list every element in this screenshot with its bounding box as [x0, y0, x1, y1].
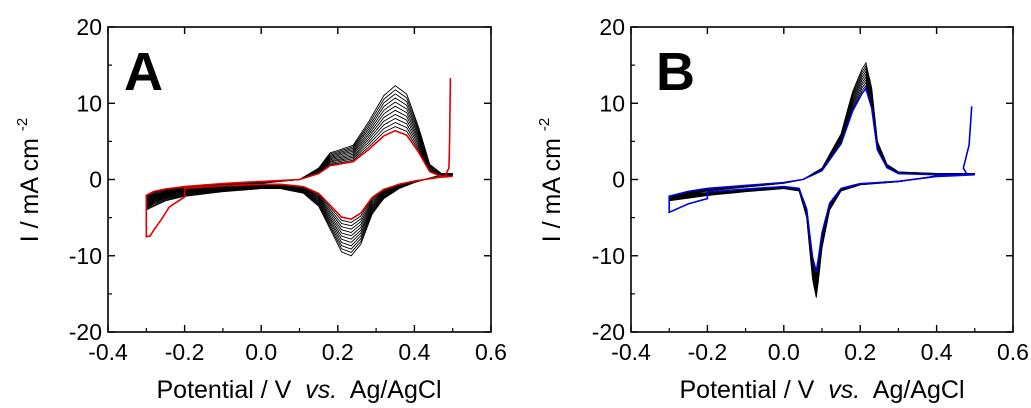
- y-axis-title-main-b: I / mA cm: [538, 138, 566, 242]
- ticks-b: -0.4 -0.2 0.0 0.2 0.4 0.6 -20 -10 0 10 20: [592, 14, 1029, 365]
- cv-cycle-b-10: [668, 86, 975, 272]
- x-axis-title-ref-b: Ag/AgCl: [873, 376, 965, 404]
- x-axis-title-ref-a: Ag/AgCl: [350, 376, 442, 404]
- x-tick-label-b: 0.4: [921, 339, 953, 365]
- x-axis-title-main-b: Potential / V: [679, 376, 814, 404]
- cv-cycle-a-12: [145, 129, 453, 238]
- x-tick-label-a: 0.2: [322, 339, 354, 365]
- x-tick-label-b: -0.4: [611, 339, 651, 365]
- cv-cycle-a-highlight-spike: [444, 78, 452, 177]
- y-tick-label-a: 10: [76, 90, 102, 116]
- panel-a: -0.4 -0.2 0.0 0.2 0.4 0.6 -20 -10 0 10 20 A Potent…: [14, 14, 507, 404]
- x-tick-label-a: 0.4: [398, 339, 430, 365]
- cv-cycle-a-6: [146, 105, 453, 240]
- x-axis-title-italic-a: vs.: [305, 376, 337, 404]
- y-axis-title-b: I / mA cm -2: [536, 118, 566, 242]
- x-tick-label-a: 0.0: [245, 339, 277, 365]
- y-tick-label-b: 10: [599, 90, 625, 116]
- cv-cycle-a-2: [145, 89, 453, 253]
- y-axis-title-main-a: I / mA cm: [16, 138, 44, 242]
- x-tick-label-b: 0.6: [997, 339, 1029, 365]
- y-axis-title-exp-b: -2: [536, 118, 553, 131]
- y-tick-label-a: 20: [76, 14, 102, 40]
- cv-cycle-b-3: [669, 67, 975, 292]
- x-axis-title-a: Potential / V vs. Ag/AgCl: [156, 376, 441, 404]
- cv-cycle-a-1: [145, 85, 453, 257]
- cv-curves-b: [668, 61, 975, 298]
- cv-cycle-b-4: [669, 70, 975, 290]
- panel-b: -0.4 -0.2 0.0 0.2 0.4 0.6 -20 -10 0 10 20 B Potent…: [536, 14, 1029, 404]
- cv-curves-a: [145, 78, 453, 257]
- panel-letter-a: A: [124, 42, 163, 102]
- panel-letter-b: B: [656, 42, 695, 102]
- x-axis-title-main-a: Potential / V: [156, 376, 291, 404]
- cv-cycle-a-10: [146, 121, 453, 227]
- x-tick-label-b: 0.2: [844, 339, 876, 365]
- cv-cycle-b-1: [669, 61, 975, 298]
- x-tick-label-a: -0.4: [88, 339, 128, 365]
- y-tick-label-b: -10: [592, 243, 625, 269]
- cv-cycle-b-2: [669, 64, 975, 295]
- y-tick-label-a: -20: [69, 319, 102, 345]
- y-tick-label-b: 0: [612, 167, 625, 193]
- x-tick-label-b: -0.2: [688, 339, 728, 365]
- cv-cycle-b-highlight-spike: [962, 106, 973, 176]
- y-tick-label-b: 20: [599, 14, 625, 40]
- cv-cycle-a-7: [146, 109, 453, 237]
- y-tick-label-b: -20: [592, 319, 625, 345]
- x-axis-title-italic-b: vs.: [828, 376, 860, 404]
- cv-cycle-b-5: [669, 73, 975, 287]
- y-tick-label-a: 0: [89, 167, 102, 193]
- x-axis-title-b: Potential / V vs. Ag/AgCl: [679, 376, 964, 404]
- y-axis-title-a: I / mA cm -2: [14, 118, 44, 242]
- cv-cycle-b-6: [669, 76, 975, 284]
- y-axis-title-exp-a: -2: [14, 118, 31, 131]
- x-tick-label-b: 0.0: [768, 339, 800, 365]
- x-tick-label-a: 0.6: [475, 339, 507, 365]
- y-tick-label-a: -10: [69, 243, 102, 269]
- x-tick-label-a: -0.2: [165, 339, 205, 365]
- cv-cycle-a-11: [146, 126, 453, 223]
- cv-cycle-a-5: [146, 101, 453, 243]
- ticks-a: -0.4 -0.2 0.0 0.2 0.4 0.6 -20 -10 0 10 20: [69, 14, 507, 365]
